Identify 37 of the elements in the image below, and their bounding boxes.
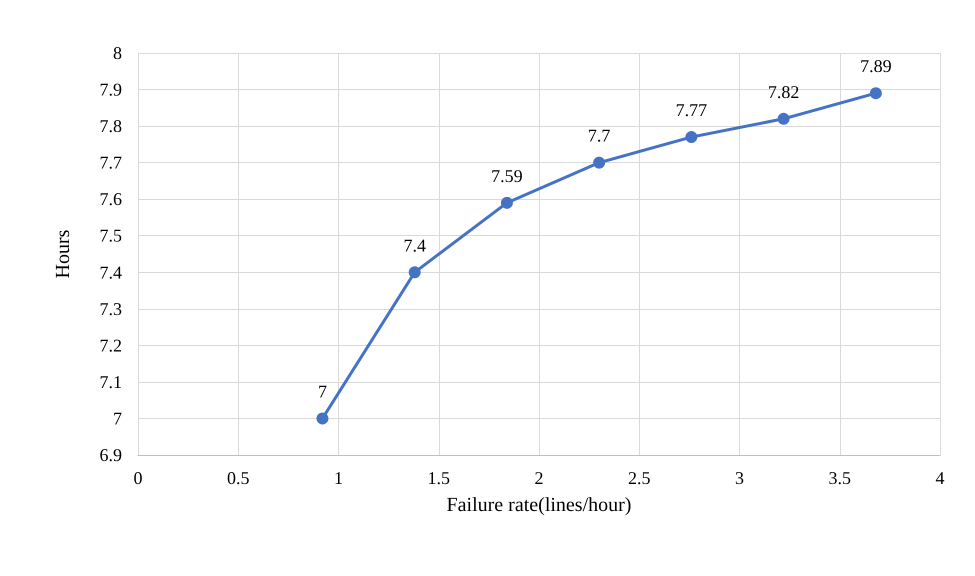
point: [408, 266, 421, 278]
data-label: 7.89: [860, 56, 892, 76]
y-tick-label: 7: [113, 408, 122, 428]
point: [870, 87, 882, 100]
x-tick-label: 3.5: [828, 468, 851, 488]
y-tick-label: 7.7: [100, 152, 122, 173]
y-tick-label: 7.4: [100, 262, 122, 282]
y-axis-title: Hours: [52, 229, 74, 278]
point: [316, 412, 328, 424]
point: [593, 156, 606, 169]
x-tick-label: 0.5: [227, 468, 250, 488]
y-tick-label: 7.3: [100, 298, 122, 319]
x-tick-label: 0: [134, 468, 142, 488]
y-tick-label: 7.1: [100, 372, 122, 392]
x-axis-title: Failure rate(lines/hour): [446, 494, 632, 516]
y-tick-label: 7.5: [100, 226, 122, 246]
y-tick-label: 6.9: [100, 445, 122, 465]
x-tick-label: 4: [936, 468, 944, 488]
point: [778, 112, 790, 125]
data-label: 7.77: [676, 100, 708, 120]
data-label: 7.7: [588, 126, 610, 146]
y-tick-label: 7.9: [100, 80, 122, 100]
y-tick-label: 7.8: [100, 116, 122, 136]
x-tick-label: 3: [735, 468, 744, 488]
y-tick-label: 7.6: [100, 189, 122, 210]
x-tick-label: 1.5: [428, 468, 450, 488]
x-tick-label: 1: [334, 468, 343, 488]
point: [685, 131, 698, 144]
y-tick-label: 8: [113, 43, 122, 63]
data-label: 7.4: [403, 235, 426, 256]
y-tick-label: 7.2: [100, 335, 122, 356]
data-label: 7: [318, 381, 327, 402]
x-tick-label: 2.5: [628, 468, 650, 488]
x-tick-label: 2: [534, 468, 544, 488]
data-label: 7.82: [768, 82, 800, 102]
data-label: 7.59: [491, 166, 523, 186]
point: [500, 196, 513, 209]
